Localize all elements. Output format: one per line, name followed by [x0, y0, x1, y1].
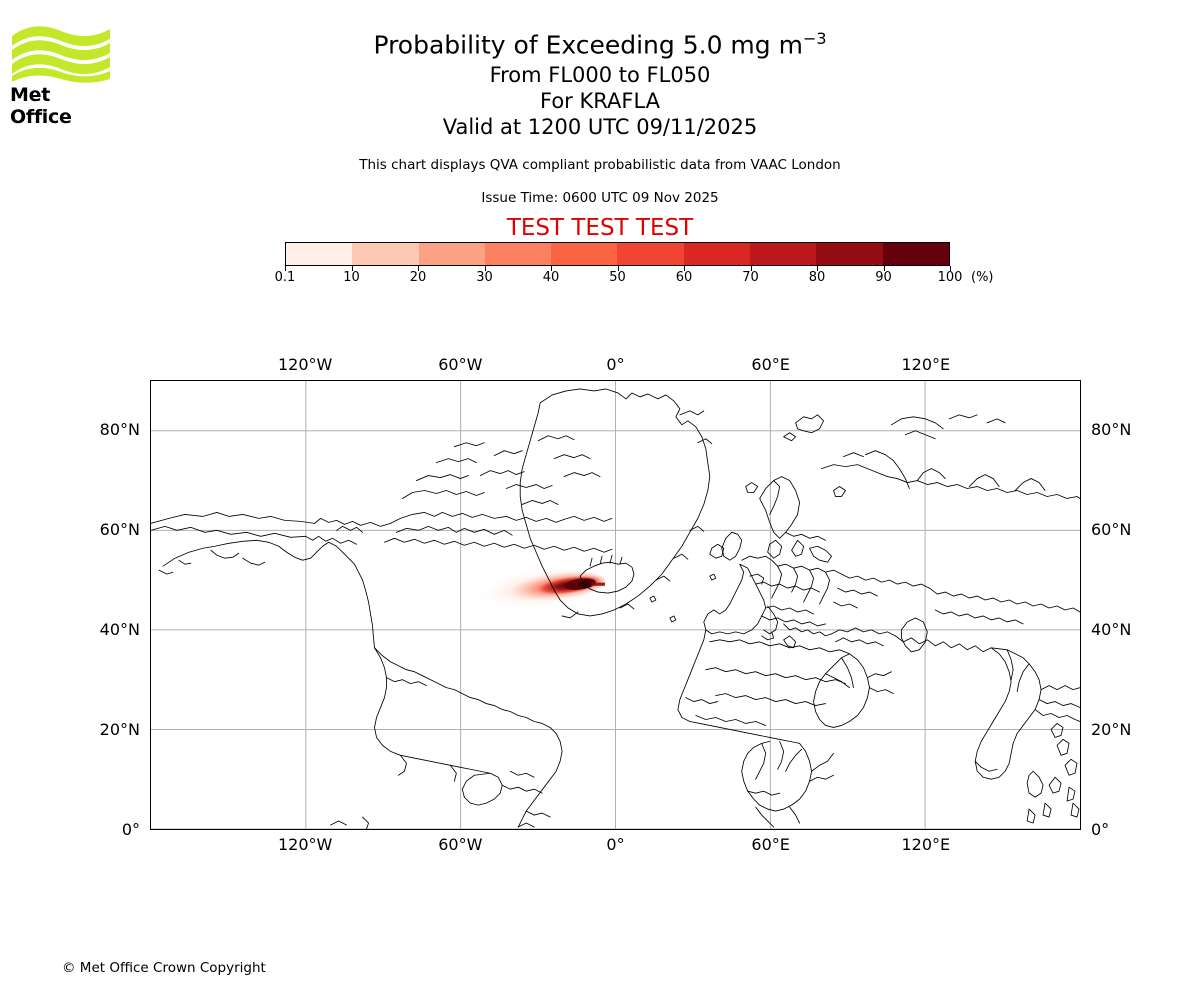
latitude-tick-label: 40°N — [1091, 620, 1132, 639]
longitude-tick-label: 120°E — [901, 835, 951, 854]
colorbar-band-1 — [352, 243, 419, 265]
colorbar-tick-label: 30 — [476, 270, 493, 285]
chart-subtitle-valid-time: Valid at 1200 UTC 09/11/2025 — [442, 115, 758, 139]
longitude-tick-label: 0° — [606, 355, 625, 374]
met-office-waves-icon — [12, 26, 110, 83]
latitude-tick-label: 20°N — [99, 720, 140, 739]
latitude-tick-label: 20°N — [1091, 720, 1132, 739]
colorbar-tick-label: 0.1 — [274, 270, 296, 285]
colorbar-tick-label: 60 — [675, 270, 693, 285]
colorbar-band-7 — [750, 243, 817, 265]
colorbar-band-5 — [617, 243, 684, 265]
colorbar-tick-label: 80 — [808, 270, 826, 285]
map-svg — [151, 381, 1080, 829]
longitude-tick-label: 60°E — [751, 355, 790, 374]
longitude-tick-label: 120°E — [901, 355, 951, 374]
map-plot-area — [150, 380, 1081, 830]
longitude-tick-label: 60°W — [438, 355, 483, 374]
longitude-tick-label: 60°W — [438, 835, 483, 854]
ash-probability-plume — [444, 568, 606, 612]
colorbar-tick-label: 50 — [609, 270, 626, 285]
colorbar-band-3 — [484, 243, 552, 265]
colorbar-tick — [617, 266, 619, 271]
colorbar — [285, 242, 950, 266]
colorbar-band-4 — [551, 243, 618, 265]
chart-title-text: Probability of Exceeding 5.0 mg m — [373, 30, 803, 60]
colorbar-tick-label: 20 — [409, 270, 427, 285]
latitude-tick-label: 40°N — [99, 620, 140, 639]
colorbar-tick — [817, 266, 818, 271]
longitude-tick-label: 120°W — [277, 355, 333, 374]
colorbar-tick — [351, 266, 353, 271]
colorbar-band-0 — [286, 243, 353, 265]
met-office-wordmark: Met Office — [10, 84, 72, 128]
copyright-text: © Met Office Crown Copyright — [62, 960, 266, 976]
latitude-tick-label: 80°N — [99, 420, 140, 439]
chart-title: Probability of Exceeding 5.0 mg m−3 — [0, 24, 1200, 60]
latitude-tick-label: 60°N — [1091, 520, 1132, 539]
colorbar-tick — [484, 266, 486, 271]
colorbar-band-9 — [882, 243, 949, 265]
colorbar-band-8 — [816, 243, 883, 265]
colorbar-tick — [551, 266, 552, 271]
colorbar-band-6 — [683, 243, 751, 265]
test-banner: TEST TEST TEST — [506, 215, 694, 241]
latitude-tick-label: 0° — [1091, 820, 1110, 839]
colorbar-tick-label: 40 — [542, 270, 560, 285]
colorbar-tick — [684, 266, 685, 271]
chart-subtitle-volcano: For KRAFLA — [540, 89, 660, 113]
colorbar-tick — [883, 266, 885, 271]
colorbar-unit-label: (%) — [971, 270, 994, 285]
colorbar-tick — [950, 266, 951, 271]
colorbar-tick-label: 10 — [343, 270, 360, 285]
colorbar-band-2 — [418, 243, 485, 265]
colorbar-tick-label: 70 — [742, 270, 759, 285]
colorbar-tick-labels: 0.1 10 20 30 40 50 60 70 80 90 100 — [0, 270, 1200, 288]
latitude-tick-label: 60°N — [99, 520, 140, 539]
map-coastlines — [151, 388, 1080, 829]
longitude-tick-label: 120°W — [277, 835, 333, 854]
colorbar-tick — [750, 266, 752, 271]
chart-subtitle-flight-levels: From FL000 to FL050 — [489, 63, 711, 87]
issue-time-text: Issue Time: 0600 UTC 09 Nov 2025 — [481, 190, 719, 206]
colorbar-gradient — [285, 242, 950, 266]
chart-title-exponent: −3 — [802, 29, 827, 48]
latitude-tick-label: 80°N — [1091, 420, 1132, 439]
colorbar-tick — [285, 266, 286, 271]
colorbar-ticks — [285, 266, 951, 272]
qva-disclaimer: This chart displays QVA compliant probab… — [359, 157, 841, 173]
longitude-tick-label: 0° — [606, 835, 625, 854]
colorbar-tick-label: 90 — [875, 270, 892, 285]
longitude-tick-label: 60°E — [751, 835, 790, 854]
map-gridlines — [151, 381, 1080, 829]
colorbar-tick — [418, 266, 419, 271]
met-office-logo: Met Office — [10, 22, 112, 128]
colorbar-tick-label: 100 — [937, 270, 963, 285]
latitude-tick-label: 0° — [121, 820, 140, 839]
